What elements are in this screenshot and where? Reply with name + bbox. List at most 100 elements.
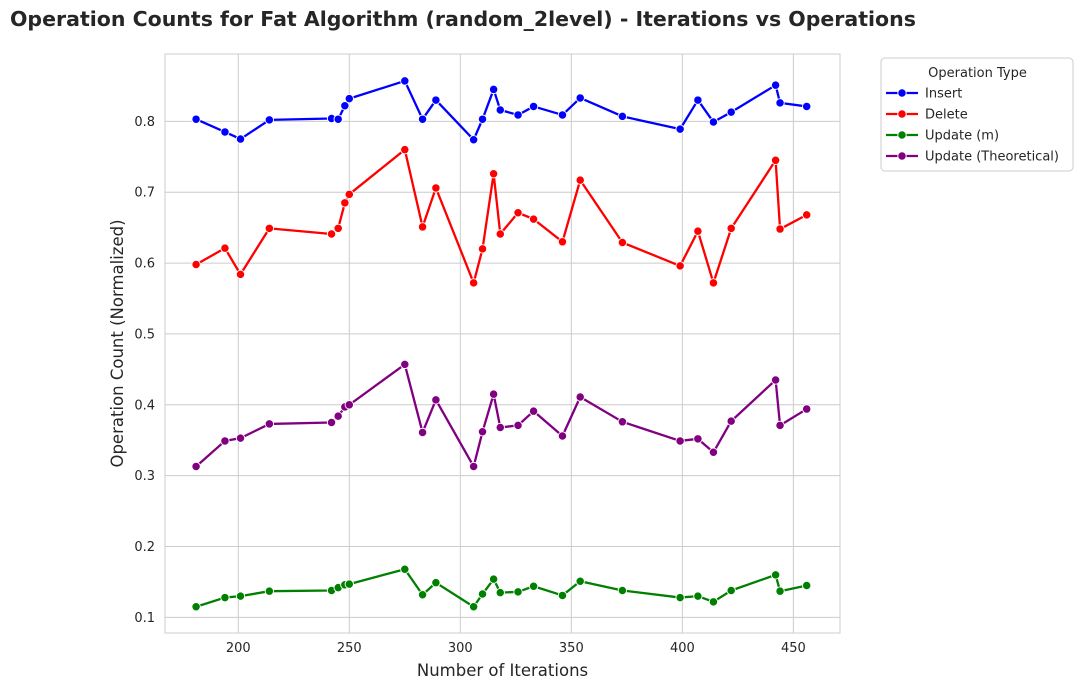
legend-item-update-m: Update (m): [886, 129, 999, 144]
data-point: [775, 224, 785, 234]
data-point: [468, 461, 479, 472]
data-point: [235, 134, 246, 144]
legend: Operation Type Insert Delete Update (m) Upd…: [880, 57, 1074, 172]
data-point: [528, 581, 539, 591]
data-point: [417, 590, 428, 600]
data-point: [617, 585, 628, 596]
data-point: [264, 586, 275, 596]
data-point: [333, 223, 343, 233]
legend-label: Update (m): [925, 129, 999, 144]
data-point: [513, 420, 523, 431]
data-point: [488, 169, 499, 179]
data-point: [488, 389, 499, 399]
axis-ticks: 200 250 300 350 400 450 0.1 0.2 0.3 0.4 0.5 0.6 0.7 0…: [134, 115, 805, 656]
data-point: [333, 411, 343, 421]
data-point: [191, 602, 201, 612]
data-point: [431, 578, 441, 588]
data-point: [417, 427, 428, 438]
x-axis-label: Number of Iterations: [417, 661, 588, 680]
data-point: [468, 135, 479, 145]
data-point: [693, 95, 703, 105]
data-point: [264, 115, 275, 125]
y-tick-label: 0.3: [134, 469, 155, 484]
legend-marker: [897, 151, 907, 161]
x-tick-label: 300: [448, 641, 473, 656]
data-point: [220, 127, 230, 137]
data-point: [326, 229, 337, 239]
data-point: [488, 574, 499, 584]
data-point: [191, 259, 201, 270]
data-point: [220, 436, 230, 446]
data-point: [488, 84, 499, 95]
series-insert: [191, 76, 812, 145]
data-point: [802, 101, 812, 112]
chart-title: Operation Counts for Fat Algorithm (rand…: [10, 7, 916, 31]
data-point: [770, 375, 781, 385]
y-axis-label: Operation Count (Normalized): [108, 219, 127, 467]
data-point: [400, 76, 410, 86]
data-point: [726, 107, 736, 117]
legend-marker: [897, 88, 907, 98]
data-point: [468, 278, 479, 288]
legend-item-delete: Delete: [886, 108, 968, 123]
data-point: [575, 93, 585, 103]
legend-label: Delete: [925, 108, 968, 123]
data-point: [726, 223, 736, 233]
x-tick-label: 250: [337, 641, 362, 656]
data-point: [802, 404, 812, 414]
data-point: [431, 183, 441, 193]
data-point: [675, 436, 685, 446]
data-point: [191, 461, 201, 472]
legend-label: Update (Theoretical): [925, 150, 1059, 165]
legend-marker: [897, 109, 907, 119]
data-point: [400, 564, 410, 574]
data-point: [340, 198, 350, 208]
data-point: [431, 95, 441, 105]
data-point: [333, 114, 343, 124]
data-point: [495, 229, 505, 239]
y-tick-label: 0.1: [134, 611, 155, 626]
data-point: [340, 101, 350, 111]
data-point: [775, 420, 785, 431]
y-tick-label: 0.8: [134, 115, 155, 130]
legend-item-insert: Insert: [886, 87, 962, 102]
data-point: [344, 400, 354, 410]
data-point: [557, 237, 568, 247]
data-point: [770, 80, 781, 90]
data-point: [617, 417, 628, 427]
legend-title: Operation Type: [928, 66, 1027, 81]
data-point: [726, 416, 736, 426]
data-point: [220, 592, 230, 603]
data-point: [708, 597, 719, 607]
data-point: [693, 434, 703, 444]
data-point: [675, 592, 685, 603]
data-point: [557, 431, 568, 441]
data-point: [708, 278, 719, 288]
data-point: [431, 395, 441, 405]
data-point: [775, 98, 785, 108]
x-tick-label: 350: [559, 641, 584, 656]
data-point: [708, 447, 719, 457]
data-point: [513, 208, 523, 218]
data-point: [495, 587, 505, 598]
data-point: [617, 237, 628, 248]
data-point: [495, 422, 505, 433]
data-point: [191, 114, 201, 124]
data-point: [575, 576, 585, 586]
data-point: [477, 114, 488, 124]
data-point: [708, 117, 719, 127]
data-point: [575, 392, 585, 402]
data-point: [477, 589, 488, 599]
data-point: [235, 269, 246, 280]
data-point: [693, 226, 703, 236]
series-update-m: [191, 564, 812, 612]
data-point: [675, 261, 685, 271]
plot-frame: [164, 53, 841, 634]
data-point: [575, 175, 585, 185]
series-delete: [191, 145, 812, 288]
data-point: [235, 433, 246, 443]
data-point: [770, 570, 781, 580]
data-point: [513, 587, 523, 597]
data-point: [417, 222, 428, 232]
